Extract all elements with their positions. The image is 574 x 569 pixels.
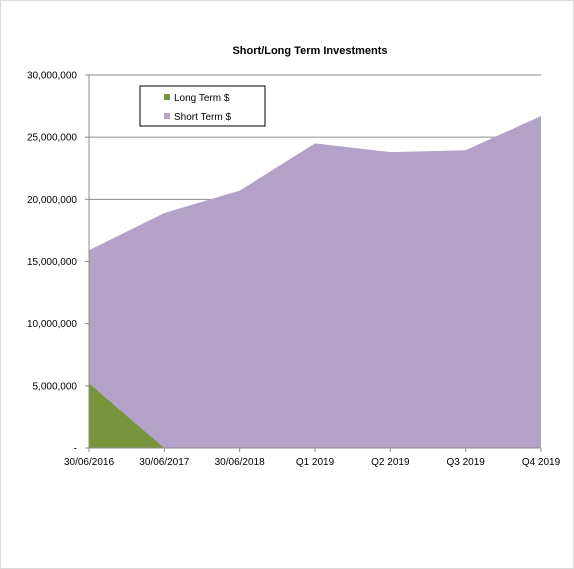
x-tick-label-2: 30/06/2018 — [215, 457, 265, 468]
legend: Long Term $ Short Term $ — [139, 85, 266, 127]
x-tick-label-3: Q1 2019 — [296, 457, 335, 468]
y-tick-label-0: - — [74, 444, 77, 455]
legend-swatch-short-term — [164, 113, 170, 119]
x-tick-label-4: Q2 2019 — [371, 457, 410, 468]
legend-box — [139, 85, 266, 127]
y-tick-label-6: 30,000,000 — [27, 71, 77, 82]
x-tick-label-5: Q3 2019 — [446, 457, 485, 468]
y-tick-label-1: 5,000,000 — [33, 381, 78, 392]
y-tick-label-5: 25,000,000 — [27, 133, 77, 144]
legend-label-short-term: Short Term $ — [174, 112, 231, 123]
y-tick-label-2: 10,000,000 — [27, 319, 77, 330]
area-series-1 — [89, 116, 541, 448]
legend-swatch-long-term — [164, 94, 170, 100]
legend-label-long-term: Long Term $ — [174, 93, 230, 104]
area-series-0 — [89, 383, 541, 448]
series-areas — [89, 116, 541, 448]
x-axis-ticks: 30/06/2016 30/06/2017 30/06/2018 Q1 2019 Q2 … — [64, 448, 561, 468]
x-tick-label-0: 30/06/2016 — [64, 457, 114, 468]
y-tick-label-3: 15,000,000 — [27, 257, 77, 268]
y-axis-ticks: - 5,000,000 10,000,000 15,000,000 20,000,000… — [27, 71, 89, 455]
chart-title: Short/Long Term Investments — [232, 45, 387, 57]
x-tick-label-6: Q4 2019 — [522, 457, 561, 468]
y-tick-label-4: 20,000,000 — [27, 195, 77, 206]
x-tick-label-1: 30/06/2017 — [139, 457, 189, 468]
